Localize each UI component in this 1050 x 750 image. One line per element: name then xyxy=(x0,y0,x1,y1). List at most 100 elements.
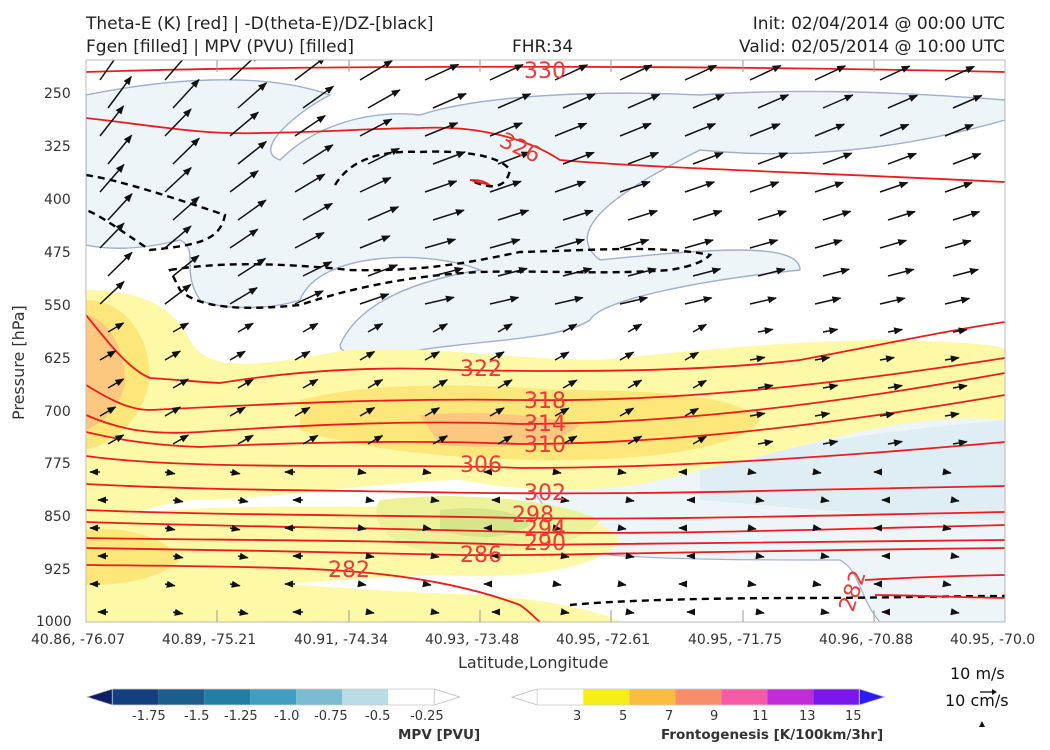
wind-vectors xyxy=(89,60,983,616)
wind-vector xyxy=(560,496,570,504)
wind-vector xyxy=(99,350,117,361)
wind-vector xyxy=(822,439,839,447)
wind-vector xyxy=(952,439,968,447)
wind-vector xyxy=(887,327,904,335)
wind-vector xyxy=(229,524,241,532)
wind-vector xyxy=(172,378,190,389)
wind-vector xyxy=(237,257,267,277)
wind-vector xyxy=(812,468,822,476)
wind-vector xyxy=(430,496,440,504)
fgen-tick: 5 xyxy=(619,709,628,724)
init-time: Init: 02/04/2014 @ 00:00 UTC xyxy=(752,14,1005,34)
wind-vector xyxy=(229,228,259,249)
wind-vector xyxy=(692,93,725,109)
wind-vector xyxy=(359,406,376,417)
wind-vector xyxy=(359,293,390,305)
wind-vector xyxy=(944,355,960,363)
wind-vector xyxy=(822,152,853,165)
wind-vector xyxy=(887,152,918,165)
x-tick: 40.89, -75.21 xyxy=(162,632,257,648)
wind-vector xyxy=(489,351,505,361)
wind-vector xyxy=(237,140,268,165)
wind-vector xyxy=(367,89,401,109)
contour-label-302: 302 xyxy=(524,481,566,506)
x-tick: 40.95, -72.61 xyxy=(556,632,651,648)
wind-vector xyxy=(944,296,971,305)
wind-vector xyxy=(367,147,401,165)
colorbar-cell xyxy=(537,689,584,705)
wind-vector xyxy=(432,266,464,277)
vector-legend-horizontal: 10 m/s xyxy=(950,664,1005,683)
contour-label-294: 294 xyxy=(524,517,566,542)
wind-vector xyxy=(747,524,757,532)
wind-vector xyxy=(627,267,657,277)
wind-vector xyxy=(432,209,465,221)
contour-label-318: 318 xyxy=(524,389,566,414)
wind-vector xyxy=(359,60,393,81)
wind-vector xyxy=(755,552,765,560)
wind-vector xyxy=(755,496,765,504)
fgen-tick: 3 xyxy=(573,709,582,724)
wind-vector xyxy=(359,235,391,249)
wind-vector xyxy=(814,239,843,249)
wind-vector xyxy=(99,280,125,305)
wind-vector xyxy=(879,355,896,363)
wind-vector xyxy=(887,383,904,391)
wind-vector xyxy=(562,379,578,389)
contour-label-314: 314 xyxy=(524,412,566,437)
wind-vector xyxy=(237,199,267,221)
wind-vector xyxy=(757,439,774,447)
wind-vector xyxy=(887,267,915,277)
fgen-colorbar-label: Frontogenesis [K/100km/3hr] xyxy=(661,727,884,743)
wind-vector xyxy=(365,552,375,560)
y-tick: 250 xyxy=(44,86,71,102)
wind-vector xyxy=(367,378,384,389)
wind-vector xyxy=(107,322,125,333)
wind-vector xyxy=(497,151,531,165)
wind-vector xyxy=(424,180,458,193)
wind-vector xyxy=(627,379,643,389)
wind-vector xyxy=(497,209,530,221)
wind-vector xyxy=(812,524,822,532)
colorbar-extend-right xyxy=(433,688,461,706)
wind-vector xyxy=(172,322,190,333)
wind-vector xyxy=(367,206,400,221)
wind-vector xyxy=(627,323,643,333)
wind-vector xyxy=(755,608,765,616)
y-axis-label: Pressure [hPa] xyxy=(9,305,28,420)
wind-vector xyxy=(814,355,831,363)
wind-vector xyxy=(820,552,830,560)
wind-vector xyxy=(99,222,125,249)
wind-vector xyxy=(692,267,722,277)
wind-vector xyxy=(432,323,449,333)
fgen-tick: 15 xyxy=(845,709,862,724)
wind-vector xyxy=(237,608,249,616)
wind-vector xyxy=(365,608,375,616)
chart-title-line2: Fgen [filled] | MPV (PVU) [filled] xyxy=(86,37,355,57)
wind-vector xyxy=(757,210,787,221)
contour-label-306: 306 xyxy=(460,453,502,478)
wind-vector xyxy=(952,268,979,277)
valid-time: Valid: 02/05/2014 @ 10:00 UTC xyxy=(739,37,1005,57)
wind-vector xyxy=(107,434,125,445)
wind-vector xyxy=(164,468,176,476)
wind-vector xyxy=(432,92,467,109)
wind-vector xyxy=(684,296,713,305)
colorbar-cell xyxy=(813,689,860,705)
wind-vector xyxy=(294,290,324,305)
wind-vector xyxy=(562,209,594,221)
mpv-tick: -0.25 xyxy=(410,709,444,724)
wind-vector xyxy=(879,123,910,137)
wind-vector xyxy=(749,355,766,363)
wind-vector xyxy=(489,180,522,193)
wind-vector xyxy=(237,82,268,109)
contour-label-282: 282 xyxy=(328,558,370,583)
wind-vector xyxy=(684,407,700,417)
wind-vector xyxy=(422,524,432,532)
mpv-colorbar-label: MPV [PVU] xyxy=(398,727,481,743)
wind-vector xyxy=(625,552,635,560)
wind-vector xyxy=(497,435,513,445)
wind-vector xyxy=(942,580,952,588)
wind-vector xyxy=(489,63,524,81)
